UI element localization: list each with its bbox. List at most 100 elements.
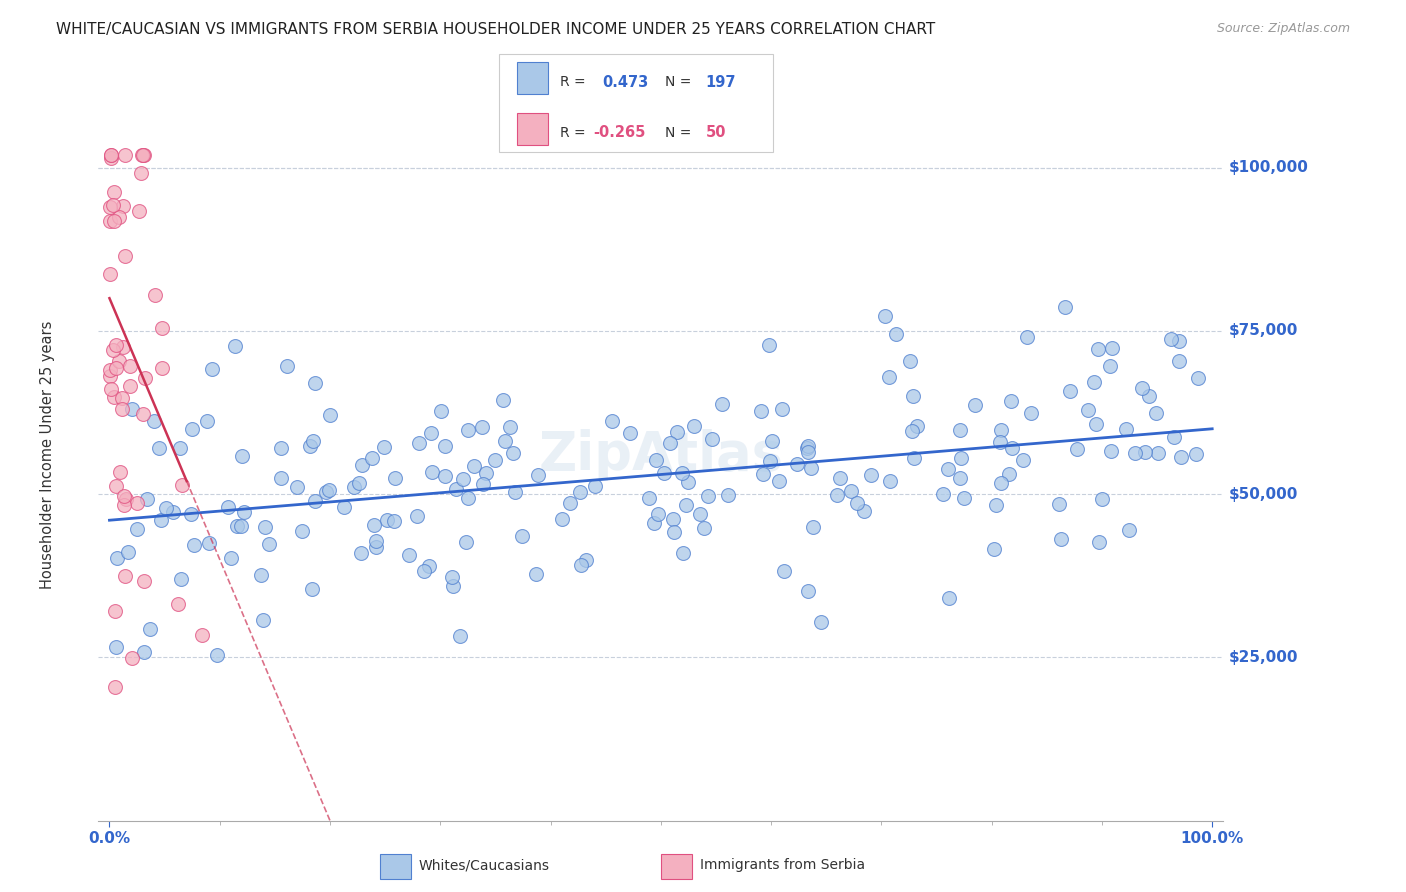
Text: N =: N = [665, 75, 692, 89]
Point [984, 498, 1007, 512]
Point [276, 359, 298, 373]
Point [953, 491, 976, 505]
Text: 0.473: 0.473 [602, 75, 648, 89]
Point [162, 505, 184, 519]
Point [1099, 444, 1122, 458]
Point [949, 471, 972, 485]
Point [710, 397, 733, 411]
Point [304, 494, 326, 508]
Point [1099, 359, 1122, 374]
Text: R =: R = [560, 126, 585, 140]
Point [105, 551, 128, 566]
Point [139, 623, 162, 637]
Point [103, 390, 125, 404]
Point [988, 434, 1011, 449]
Point [252, 613, 274, 627]
Point [433, 439, 456, 453]
Point [375, 513, 398, 527]
Point [950, 450, 973, 465]
Point [689, 507, 711, 521]
Text: ZipAtlas: ZipAtlas [538, 429, 783, 481]
Point [134, 574, 156, 588]
Point [100, 151, 122, 165]
Point [457, 423, 479, 437]
Point [457, 491, 479, 505]
Point [702, 432, 724, 446]
Point [801, 519, 824, 533]
Point [1123, 446, 1146, 460]
Point [494, 434, 516, 448]
Point [693, 521, 716, 535]
Point [652, 466, 675, 480]
Point [1137, 388, 1160, 402]
Point [114, 147, 136, 161]
Point [257, 537, 280, 551]
Point [770, 402, 793, 417]
Point [1000, 393, 1022, 408]
Point [602, 415, 624, 429]
Point [114, 569, 136, 583]
Point [1059, 384, 1081, 398]
Point [471, 420, 494, 434]
Point [444, 482, 467, 496]
Point [1088, 535, 1111, 549]
Point [343, 480, 366, 494]
Point [101, 198, 124, 212]
Point [98, 200, 121, 214]
Point [800, 461, 823, 475]
Point [180, 508, 202, 522]
Point [132, 147, 155, 161]
Point [224, 339, 246, 353]
Point [118, 359, 141, 374]
Point [472, 477, 495, 491]
Point [100, 147, 122, 161]
Point [903, 389, 925, 403]
Point [1147, 446, 1170, 460]
Point [898, 354, 921, 368]
Point [575, 553, 598, 567]
Point [101, 343, 124, 357]
Point [860, 468, 883, 483]
Point [302, 434, 325, 448]
Point [682, 419, 704, 434]
Point [569, 558, 592, 573]
Point [131, 147, 153, 161]
Point [1170, 450, 1192, 465]
Point [420, 465, 443, 479]
Text: -0.265: -0.265 [593, 126, 645, 140]
Point [108, 465, 131, 479]
Point [332, 500, 354, 515]
Point [132, 147, 155, 161]
Point [105, 361, 128, 376]
Point [291, 524, 314, 539]
Point [350, 458, 373, 473]
Point [195, 414, 218, 428]
Point [527, 467, 550, 482]
Point [231, 449, 253, 463]
Point [148, 442, 170, 456]
Point [659, 436, 682, 450]
Point [115, 491, 138, 506]
Point [108, 210, 131, 224]
Point [965, 398, 987, 412]
Point [183, 538, 205, 552]
Point [644, 452, 666, 467]
Point [111, 340, 134, 354]
Point [1050, 532, 1073, 546]
Point [839, 483, 862, 498]
Point [502, 446, 524, 460]
Point [412, 564, 434, 578]
Point [405, 508, 427, 523]
Point [643, 516, 665, 530]
Point [1163, 430, 1185, 444]
Point [121, 651, 143, 665]
Point [463, 459, 485, 474]
Point [363, 518, 385, 533]
Point [301, 582, 323, 596]
Point [905, 419, 928, 434]
Point [717, 488, 740, 502]
Point [672, 546, 695, 560]
Point [350, 545, 373, 559]
Point [749, 404, 772, 418]
Point [1168, 354, 1191, 368]
